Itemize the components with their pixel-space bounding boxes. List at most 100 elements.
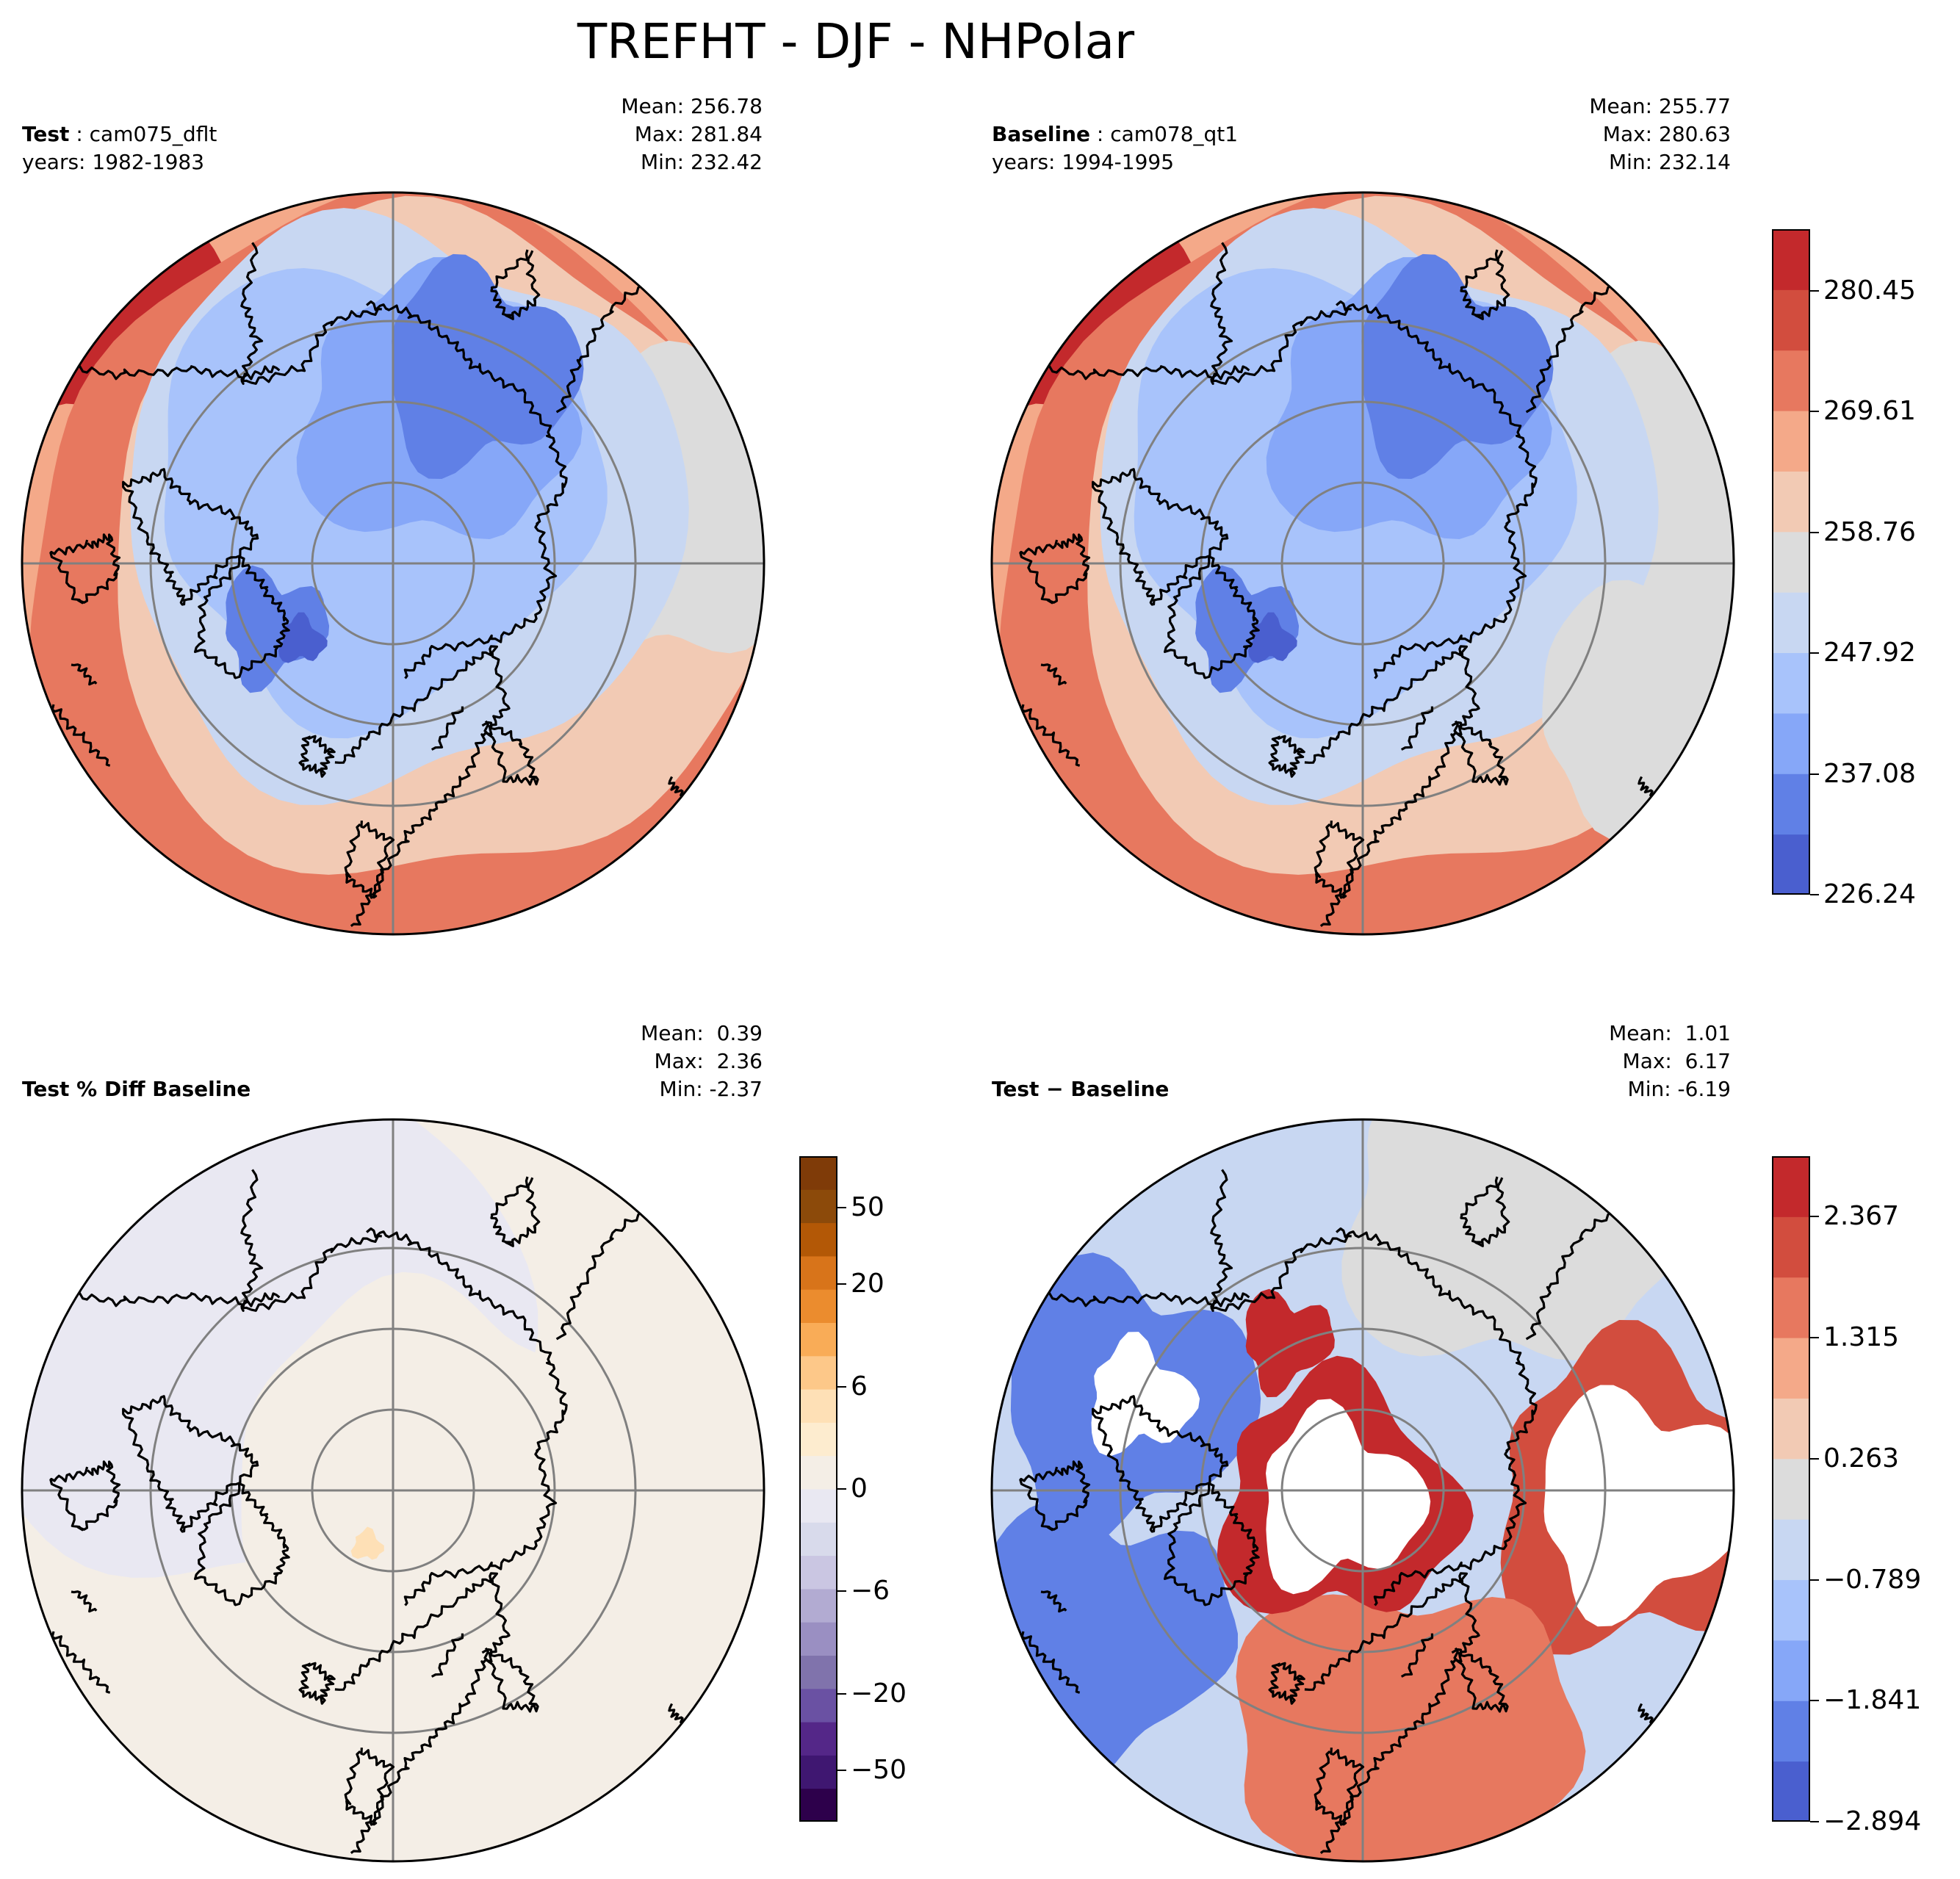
map-diff-map-boundary [990, 1118, 1735, 1863]
pctdiff-colorbar-tick-2: 20 [851, 1269, 884, 1299]
test-map [21, 191, 765, 936]
map-test-coastline-13 [430, 706, 464, 751]
map-baseline-cool-dark [1361, 253, 1554, 479]
test-years: years: 1982-1983 [22, 150, 205, 174]
diff-colorbar-tick-mark-1 [1810, 1216, 1819, 1218]
pctdiff-colorbar-swatch-12 [799, 1422, 837, 1457]
map-pctdiff-coastline-15 [51, 1631, 111, 1694]
diff-label-rest: − Baseline [1039, 1077, 1170, 1101]
diff-colorbar-tick-mark-2 [1810, 1337, 1819, 1339]
absolute-colorbar-swatch-7 [1772, 471, 1810, 533]
pctdiff-colorbar-swatch-3 [799, 1722, 837, 1756]
pctdiff-colorbar-tick-mark-2 [837, 1283, 846, 1285]
map-baseline-coastline-4 [1460, 249, 1510, 320]
pctdiff-colorbar-frame [799, 1156, 837, 1822]
diff-colorbar-tick-5: −1.841 [1823, 1685, 1922, 1716]
pctdiff-colorbar-swatch-19 [799, 1189, 837, 1224]
absolute-colorbar-tick-4: 247.92 [1823, 638, 1916, 668]
pctdiff-colorbar-tick-5: −6 [851, 1576, 890, 1606]
diff-colorbar-tick-4: −0.789 [1823, 1564, 1922, 1595]
map-baseline-coastline-8 [1164, 555, 1260, 679]
pctdiff-map [21, 1118, 765, 1863]
absolute-colorbar-tick-mark-5 [1810, 773, 1819, 775]
map-baseline-map-boundary [990, 191, 1735, 936]
map-pctdiff-coastline-12 [481, 1647, 539, 1713]
map-test-coldest [278, 612, 328, 663]
map-diff-coastline-4 [1460, 1176, 1510, 1247]
absolute-colorbar-tick-3: 258.76 [1823, 516, 1916, 547]
map-test-coastline-16 [71, 663, 98, 686]
map-diff-coastline-6 [1092, 1395, 1229, 1533]
map-test-coastline-5 [555, 273, 665, 414]
map-diff-grey-north [1341, 1119, 1689, 1361]
test-mean: Mean: 256.78 [621, 94, 763, 118]
map-diff-coastline-1 [1035, 1291, 1250, 1308]
pctdiff-colorbar-swatch-9 [799, 1522, 837, 1557]
pctdiff-colorbar-swatch-15 [799, 1322, 837, 1357]
baseline-years: years: 1994-1995 [992, 150, 1175, 174]
diff-colorbar-tick-1: 2.367 [1823, 1201, 1900, 1232]
pctdiff-colorbar-swatch-13 [799, 1389, 837, 1423]
map-test-coastline-7 [49, 533, 121, 605]
absolute-colorbar-swatch-2 [1772, 773, 1810, 835]
diff-map [990, 1118, 1735, 1863]
map-test-coastline-4 [490, 249, 541, 320]
pctdiff-stats: Mean: 0.39 Max: 2.36 Min: -2.37 [641, 1020, 763, 1103]
diff-colorbar-tick-mark-4 [1810, 1579, 1819, 1581]
map-diff-coastline-11 [1268, 1662, 1305, 1705]
absolute-colorbar-tick-mark-4 [1810, 652, 1819, 654]
map-pctdiff-coastline-11 [298, 1662, 336, 1705]
map-diff-coastline-9 [1304, 1572, 1480, 1854]
map-pctdiff-coastline-7 [49, 1460, 121, 1532]
map-diff-positive-south [1236, 1594, 1586, 1861]
absolute-colorbar [1772, 229, 1810, 895]
map-baseline-coastline-10 [1314, 821, 1365, 899]
map-baseline-coastline-6 [1092, 468, 1229, 606]
absolute-colorbar-tick-mark-3 [1810, 531, 1819, 533]
map-pctdiff-map-boundary [21, 1118, 765, 1863]
map-baseline-coastline-9 [1304, 645, 1480, 927]
absolute-colorbar-swatch-3 [1772, 713, 1810, 774]
map-diff-coastlines [1019, 1169, 1676, 1854]
pctdiff-colorbar-swatch-1 [799, 1788, 837, 1822]
pctdiff-colorbar-swatch-8 [799, 1555, 837, 1590]
map-test-map-boundary [21, 191, 765, 936]
map-pctdiff-slight-positive [241, 1272, 653, 1714]
absolute-colorbar-swatch-8 [1772, 411, 1810, 472]
map-baseline-coastline-7 [1019, 533, 1091, 605]
diff-colorbar-frame [1772, 1156, 1810, 1822]
map-baseline-coastline-13 [1400, 706, 1434, 751]
test-stats: Mean: 256.78 Max: 281.84 Min: 232.42 [621, 93, 763, 176]
absolute-colorbar-tick-mark-6 [1810, 894, 1819, 895]
pctdiff-mean: Mean: 0.39 [641, 1021, 763, 1045]
map-diff-field [992, 1119, 1734, 1861]
diff-label-bold: Test [992, 1077, 1040, 1101]
map-pctdiff-coastline-5 [555, 1200, 665, 1341]
diff-colorbar-swatch-9 [1772, 1277, 1810, 1338]
test-label-case: : cam075_dflt [69, 122, 217, 146]
diff-colorbar-swatch-2 [1772, 1701, 1810, 1762]
pctdiff-colorbar-swatch-6 [799, 1622, 837, 1656]
pctdiff-colorbar-swatch-11 [799, 1455, 837, 1490]
diff-colorbar-tick-mark-5 [1810, 1700, 1819, 1702]
map-diff-coastline-13 [1400, 1633, 1434, 1678]
pctdiff-colorbar-swatch-2 [799, 1755, 837, 1789]
baseline-map [990, 191, 1735, 936]
test-label: Test : cam075_dflt years: 1982-1983 [22, 120, 217, 176]
map-baseline-coastline-11 [1268, 735, 1305, 778]
absolute-colorbar-swatch-1 [1772, 834, 1810, 895]
absolute-colorbar-tick-mark-1 [1810, 290, 1819, 292]
map-pctdiff-coastline-10 [344, 1748, 395, 1826]
pctdiff-colorbar-swatch-18 [799, 1222, 837, 1257]
pctdiff-label-bold: Test % Diff Baseline [22, 1077, 251, 1101]
absolute-colorbar-swatch-9 [1772, 350, 1810, 411]
map-diff-out-of-range-center [1266, 1399, 1431, 1595]
map-baseline-coastline-1 [1035, 364, 1250, 381]
diff-max: Max: 6.17 [1622, 1049, 1731, 1073]
pctdiff-colorbar-tick-7: −50 [851, 1755, 907, 1786]
pctdiff-colorbar-tick-mark-1 [837, 1206, 846, 1208]
pctdiff-colorbar-swatch-14 [799, 1355, 837, 1390]
baseline-label-case: : cam078_qt1 [1090, 122, 1239, 146]
map-baseline-coldest [1248, 612, 1297, 663]
pctdiff-colorbar-tick-mark-4 [837, 1488, 846, 1490]
